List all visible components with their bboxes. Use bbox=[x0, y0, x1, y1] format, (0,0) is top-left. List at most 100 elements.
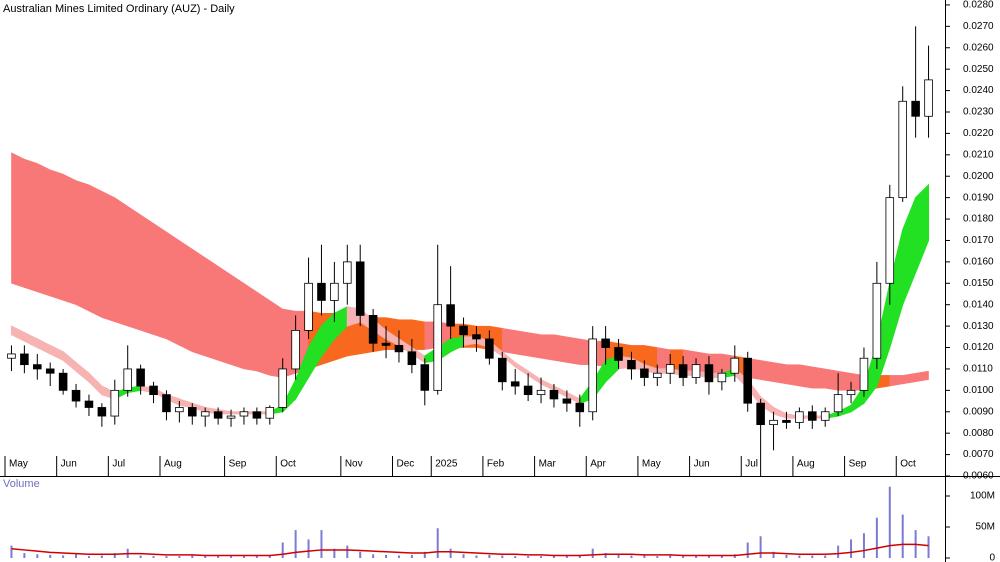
volume-bar bbox=[798, 555, 801, 558]
y-tick-label: 0.0060 bbox=[963, 471, 994, 482]
long-band-segment bbox=[514, 330, 529, 357]
candle-body bbox=[704, 364, 714, 383]
volume-bar bbox=[268, 555, 271, 558]
candle-body bbox=[614, 347, 623, 361]
candle-body bbox=[510, 381, 520, 387]
volume-bar bbox=[475, 555, 478, 558]
candle-body bbox=[498, 357, 507, 383]
y-tick-label: 0.0170 bbox=[963, 235, 994, 246]
candle-body bbox=[123, 368, 132, 391]
volume-bar bbox=[87, 556, 90, 558]
candle-body bbox=[278, 368, 287, 408]
volume-bar bbox=[113, 553, 116, 558]
long-band-segment bbox=[269, 299, 283, 378]
candle-body bbox=[239, 411, 249, 417]
volume-bar bbox=[837, 545, 840, 558]
candle-body bbox=[536, 389, 546, 396]
long-band-segment bbox=[411, 319, 426, 350]
candle-body bbox=[665, 364, 675, 374]
long-band-segment bbox=[837, 370, 852, 391]
chart-title: Australian Mines Limited Ordinary (AUZ) … bbox=[3, 3, 235, 15]
volume-bar bbox=[850, 539, 853, 558]
candle-body bbox=[717, 372, 727, 383]
candle-body bbox=[407, 351, 417, 366]
y-tick-label: 0.0220 bbox=[963, 128, 994, 139]
volume-bar bbox=[255, 556, 258, 558]
volume-bar bbox=[333, 548, 336, 558]
plot-layer: 0.0060 0.0070 0.0080 0.0090 0.0100 0.0110 0.01… bbox=[4, 0, 995, 562]
candle-body bbox=[562, 398, 572, 404]
volume-bar bbox=[346, 545, 349, 558]
y-tick-label: 0.0190 bbox=[963, 192, 994, 203]
volume-bar bbox=[152, 556, 155, 558]
volume-bar bbox=[591, 548, 594, 558]
y-tick-label: 0.0100 bbox=[963, 385, 994, 396]
candle-body bbox=[394, 344, 404, 353]
long-band-segment bbox=[540, 334, 555, 361]
y-tick-label: 0.0110 bbox=[963, 364, 993, 375]
candle-body bbox=[265, 407, 275, 419]
volume-bar bbox=[75, 554, 78, 558]
x-tick-label: Jul bbox=[112, 459, 125, 470]
long-band-segment bbox=[62, 173, 77, 306]
long-band-segment bbox=[75, 180, 90, 312]
candle-body bbox=[45, 368, 55, 374]
candle-body bbox=[291, 329, 300, 370]
volume-bar bbox=[720, 555, 723, 558]
y-tick-label: 0.0160 bbox=[963, 257, 994, 268]
long-band-segment bbox=[553, 334, 568, 363]
candle-body bbox=[782, 419, 791, 423]
volume-bar bbox=[811, 555, 814, 558]
long-band-segment bbox=[773, 362, 787, 385]
volume-bar bbox=[785, 554, 788, 558]
long-band-segment bbox=[88, 184, 103, 318]
long-band-segment bbox=[230, 274, 245, 370]
x-tick-label: Sep bbox=[849, 459, 867, 470]
candle-body bbox=[213, 411, 223, 419]
volume-bar bbox=[552, 556, 555, 558]
candle-body bbox=[459, 325, 468, 336]
candle-body bbox=[58, 372, 68, 391]
candle-body bbox=[110, 389, 120, 417]
x-tick-label: Oct bbox=[280, 459, 296, 470]
long-band-segment bbox=[179, 239, 193, 353]
candle-body bbox=[769, 419, 778, 426]
long-band-segment bbox=[799, 364, 813, 389]
candle-body bbox=[343, 261, 352, 284]
candle-body bbox=[33, 364, 42, 370]
candle-body bbox=[730, 357, 740, 374]
y-tick-label: 0.0150 bbox=[963, 278, 994, 289]
volume-average bbox=[11, 543, 929, 557]
candle-body bbox=[472, 334, 481, 340]
volume-bar bbox=[423, 551, 426, 558]
x-tick-label: Dec bbox=[397, 459, 415, 470]
volume-bar bbox=[139, 555, 142, 558]
x-tick-label: Jun bbox=[694, 459, 710, 470]
volume-bar bbox=[62, 555, 65, 558]
y-tick-label: 0.0180 bbox=[963, 214, 994, 225]
volume-bar bbox=[165, 556, 168, 558]
candle-body bbox=[872, 282, 882, 359]
candle-body bbox=[355, 261, 365, 316]
volume-bar bbox=[578, 554, 581, 558]
long-band-segment bbox=[153, 222, 167, 340]
x-tick-label: Oct bbox=[900, 459, 916, 470]
candle-body bbox=[136, 368, 145, 387]
candle-body bbox=[795, 411, 804, 423]
volume-title: Volume bbox=[3, 478, 40, 490]
candle-body bbox=[885, 197, 895, 284]
candle-body bbox=[691, 364, 701, 378]
long-band-segment bbox=[566, 336, 581, 365]
volume-bar bbox=[307, 539, 310, 558]
y-tick-label: 0.0200 bbox=[963, 171, 994, 182]
x-tick-label: Mar bbox=[539, 459, 557, 470]
candle-body bbox=[924, 79, 933, 117]
long-band-segment bbox=[527, 332, 542, 359]
candle-body bbox=[575, 402, 585, 413]
y-tick-label: 0.0230 bbox=[963, 107, 994, 118]
candle-body bbox=[330, 282, 339, 301]
x-tick-label: May bbox=[642, 459, 661, 470]
long-band-segment bbox=[101, 190, 116, 323]
volume-bar bbox=[901, 514, 904, 558]
